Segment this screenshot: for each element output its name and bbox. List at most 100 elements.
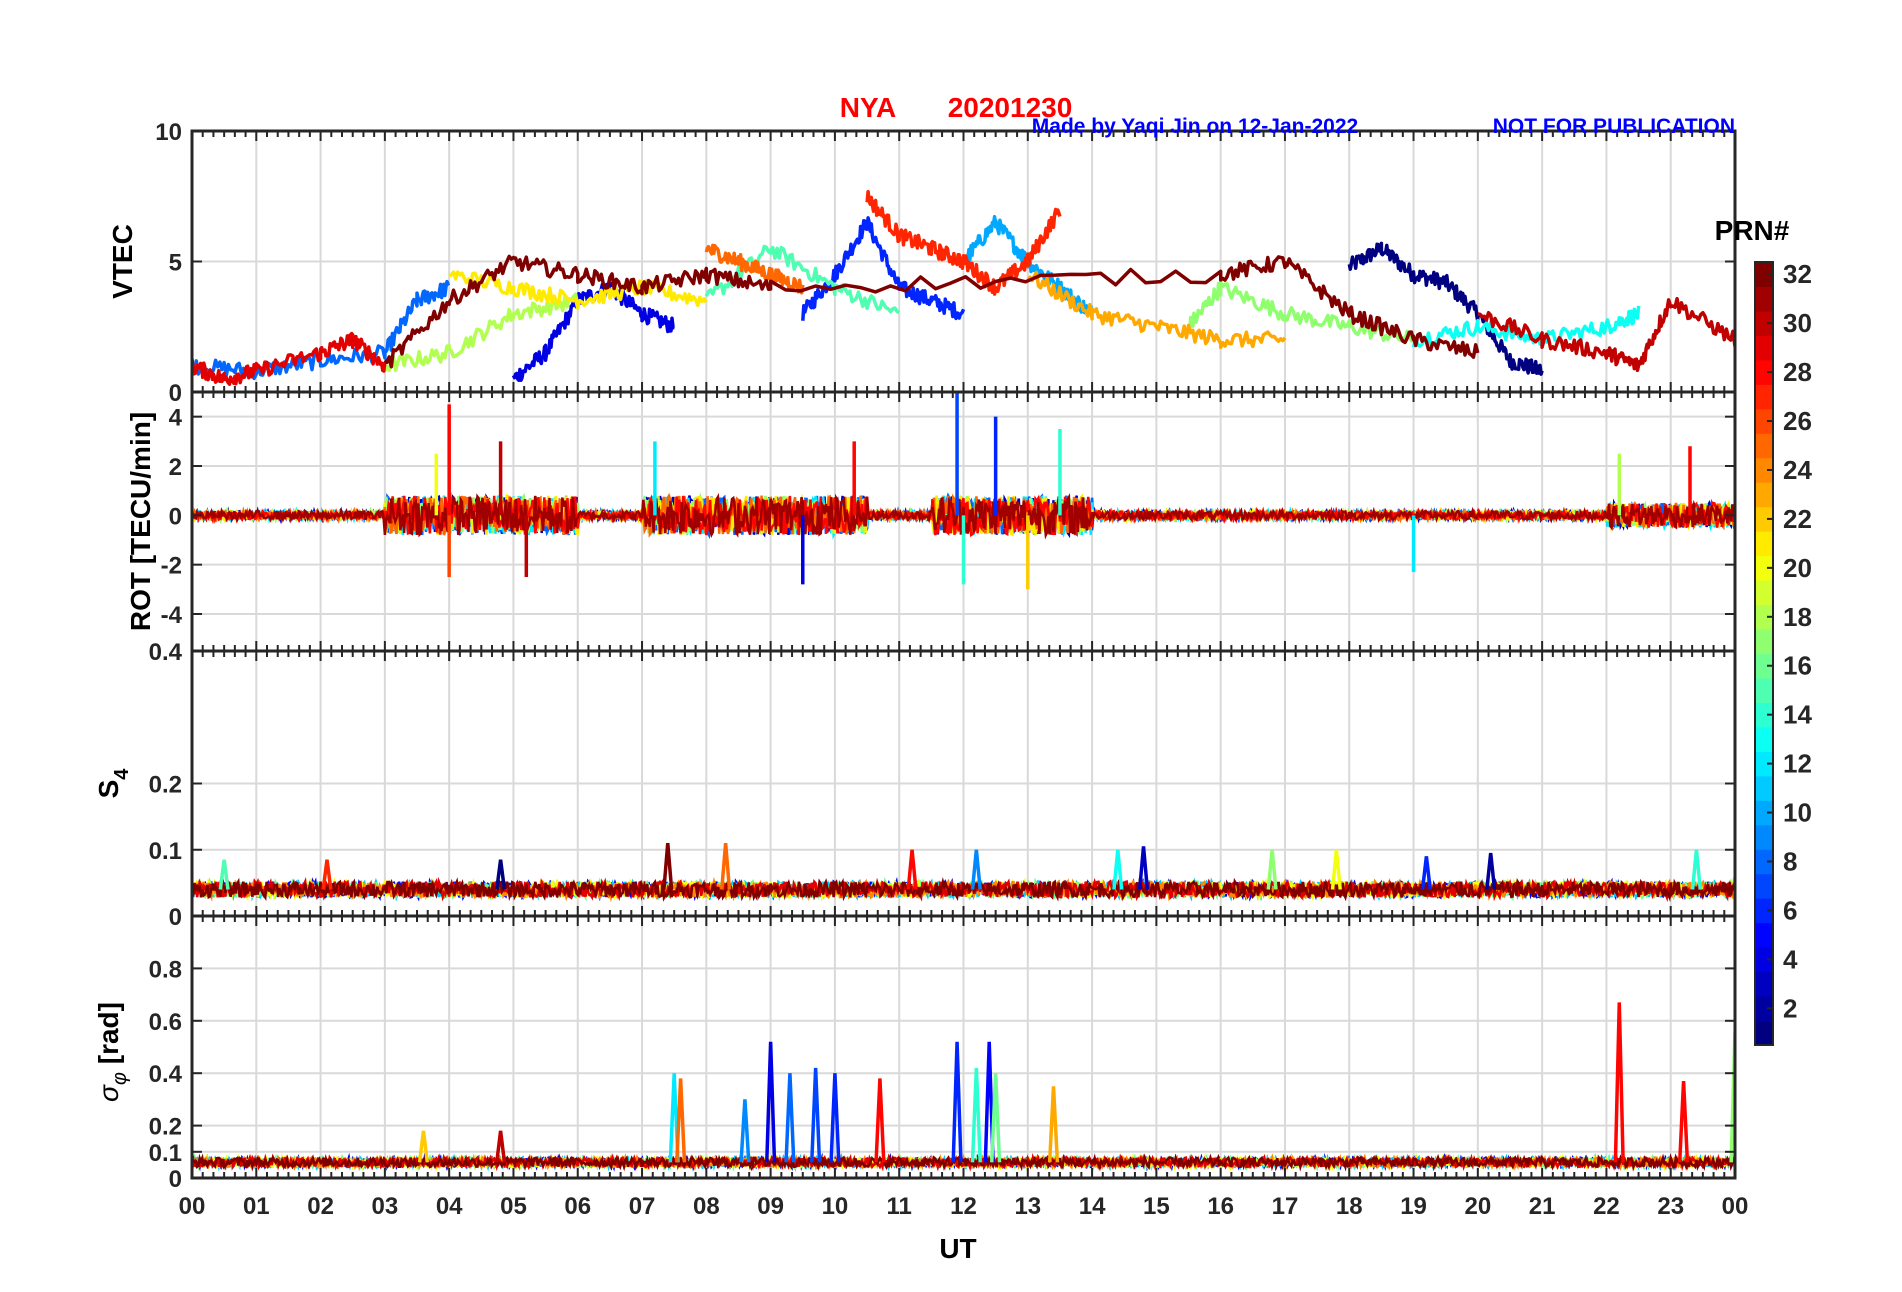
vtec-series-prn-25	[704, 243, 805, 295]
colorbar-tick-label: 12	[1783, 749, 1812, 779]
vtec-ytick-label: 0	[169, 380, 182, 407]
xtick-label: 19	[1400, 1193, 1427, 1220]
sigma_phi-peak-8	[829, 1073, 841, 1163]
colorbar-segment	[1755, 555, 1773, 581]
credit-note: Made by Yaqi Jin on 12-Jan-2022	[1032, 115, 1358, 138]
vtec-series-prn-17	[1186, 280, 1414, 343]
vtec-series-prn-30	[1477, 296, 1735, 373]
sigma_phi-peak-11	[970, 1067, 982, 1163]
colorbar-tick-label: 6	[1783, 895, 1797, 925]
s4-ytick-label: 0.2	[149, 772, 182, 799]
colorbar-segment	[1755, 922, 1773, 948]
sigma_phi-peak-13	[990, 1073, 1002, 1163]
colorbar-tick-label: 2	[1783, 993, 1797, 1023]
xtick-label: 01	[243, 1193, 270, 1220]
colorbar-segment	[1755, 482, 1773, 508]
colorbar-segment	[1755, 849, 1773, 875]
xtick-label: 22	[1593, 1193, 1620, 1220]
colorbar-segment	[1755, 873, 1773, 899]
colorbar-tick-label: 4	[1783, 944, 1798, 974]
sigma-phi-axis-label: σφ [rad]	[93, 1002, 131, 1102]
vtec-ytick-label: 10	[155, 119, 182, 146]
xtick-label: 08	[693, 1193, 720, 1220]
colorbar-tick-label: 10	[1783, 798, 1812, 828]
sigma_phi-ytick-label: 0.1	[149, 1140, 182, 1167]
colorbar-segment	[1755, 457, 1773, 483]
vtec-ytick-label: 5	[169, 250, 182, 277]
xtick-label: 07	[629, 1193, 656, 1220]
sigma_phi-peak-16	[1677, 1080, 1690, 1163]
sigma_phi-peak-0	[417, 1130, 430, 1163]
rot-ytick-label: 2	[169, 454, 182, 481]
xtick-label: 00	[179, 1193, 206, 1220]
s4-peak-4	[720, 842, 732, 890]
vtec-series-prn-6	[801, 216, 966, 321]
s4-peak-13	[1690, 849, 1703, 890]
colorbar-segment	[1755, 775, 1773, 801]
xtick-label: 05	[500, 1193, 527, 1220]
vtec-series-prn-15	[704, 244, 901, 315]
sigma_phi-peak-17	[1729, 1031, 1735, 1163]
colorbar-segment	[1755, 898, 1773, 924]
colorbar-segment	[1755, 580, 1773, 606]
vtec-series-prn-23	[1026, 270, 1287, 350]
colorbar-segment	[1755, 653, 1773, 679]
sigma_phi-peak-7	[810, 1067, 822, 1163]
sigma_phi-peak-15	[1613, 1002, 1625, 1163]
colorbar-segment	[1755, 629, 1773, 654]
colorbar-segment	[1755, 262, 1773, 287]
s4-series-prn-32	[192, 876, 1735, 903]
s4-peak-1	[321, 859, 333, 890]
vtec-series-prn-18	[383, 292, 580, 373]
colorbar-tick-label: 14	[1783, 700, 1812, 730]
s4-ytick-label: 0.1	[149, 838, 182, 865]
s4-ytick-label: 0.4	[149, 639, 183, 666]
sigma_phi-peak-1	[495, 1130, 507, 1163]
s4-ytick-label: 0	[169, 904, 182, 931]
xtick-label: 18	[1336, 1193, 1363, 1220]
xtick-label: 00	[1722, 1193, 1749, 1220]
xtick-label: 12	[950, 1193, 977, 1220]
colorbar-segment	[1755, 1020, 1773, 1046]
colorbar-tick-label: 18	[1783, 602, 1812, 632]
colorbar-segment	[1755, 996, 1773, 1022]
sigma_phi-ytick-label: 0.8	[149, 956, 182, 983]
colorbar-segment	[1755, 751, 1773, 777]
sigma_phi-peak-9	[874, 1078, 886, 1163]
text-layer: NYA 20201230 Made by Yaqi Jin on 12-Jan-…	[93, 92, 1790, 1264]
colorbar-segment	[1755, 726, 1773, 752]
rot-ytick-label: -2	[161, 553, 182, 580]
colorbar-title: PRN#	[1715, 215, 1790, 246]
xtick-label: 03	[372, 1193, 399, 1220]
s4-peak-0	[218, 859, 230, 890]
colorbar-segment	[1755, 971, 1773, 997]
xtick-label: 21	[1529, 1193, 1556, 1220]
xtick-label: 20	[1464, 1193, 1491, 1220]
axes-frame-layer	[190, 129, 1737, 1180]
publication-notice: NOT FOR PUBLICATION	[1493, 115, 1735, 138]
xtick-label: 04	[436, 1193, 463, 1220]
colorbar-tick-label: 24	[1783, 455, 1812, 485]
s4-peak-11	[1420, 856, 1432, 890]
sigma_phi-peak-5	[765, 1041, 777, 1163]
xtick-label: 09	[757, 1193, 784, 1220]
xtick-label: 02	[307, 1193, 334, 1220]
station-title: NYA	[840, 92, 897, 123]
colorbar-segment	[1755, 286, 1773, 312]
s4-peak-6	[970, 849, 982, 890]
colorbar-tick-label: 8	[1783, 846, 1797, 876]
sigma_phi-ytick-label: 0.6	[149, 1009, 182, 1036]
s4-peak-9	[1266, 849, 1278, 890]
s4-peak-10	[1330, 849, 1342, 890]
colorbar-tick-label: 28	[1783, 357, 1812, 387]
rot-ytick-label: -4	[161, 602, 183, 629]
s4-peak-7	[1112, 849, 1124, 890]
sigma_phi-peak-14	[1047, 1086, 1060, 1163]
xtick-label: 14	[1079, 1193, 1106, 1220]
vtec-series-prn-1	[1347, 241, 1544, 376]
colorbar-segment	[1755, 384, 1773, 410]
sigma_phi-peak-4	[739, 1099, 751, 1163]
rot-series-group	[192, 392, 1735, 590]
date-title: 20201230	[948, 92, 1073, 123]
